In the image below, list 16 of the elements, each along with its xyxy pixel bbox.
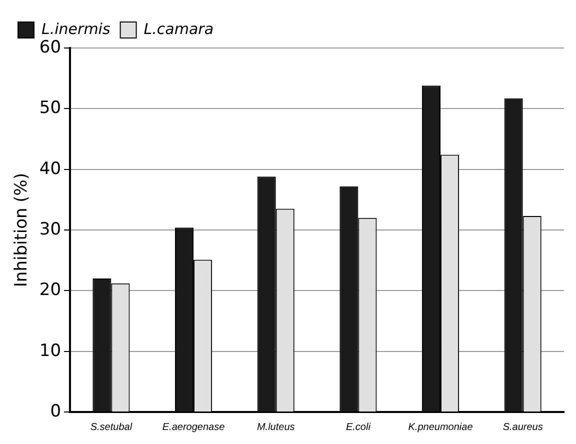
legend-label: L.inermis [42,20,110,38]
y-axis-title: Inhibition (%) [12,172,32,288]
y-tick-label: 30 [39,219,62,240]
y-tick-label: 20 [39,280,62,300]
x-tick-label: E.aerogenase [162,422,226,433]
y-tick-label: 10 [39,340,62,361]
y-tick-label: 50 [39,98,62,118]
y-tick-label: 0 [50,401,62,422]
x-tick-label: S.aureus [502,422,543,433]
x-tick-label: M.luteus [256,422,295,433]
x-tick-label: K.pneumoniae [408,422,474,433]
y-tick-label: 40 [39,158,62,179]
x-tick-label: S.setubal [90,422,133,433]
legend-label: L.camara [144,20,214,38]
y-tick-label: 60 [39,37,62,58]
x-tick-label: E.coli [346,422,372,433]
